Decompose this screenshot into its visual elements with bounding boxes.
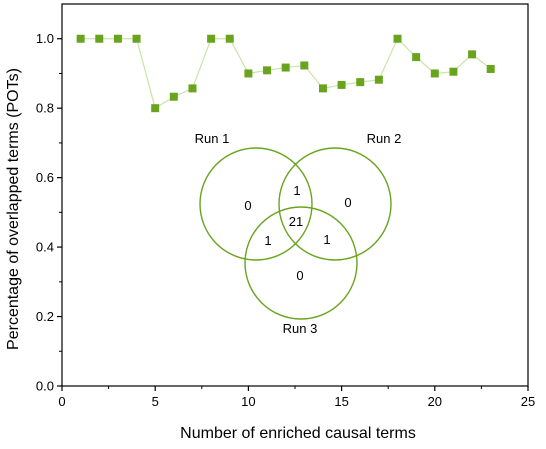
venn-circle-run-2 [278,147,392,261]
y-tick-label: 1.0 [36,31,54,46]
y-tick-label: 0.2 [36,309,54,324]
data-point [412,53,421,62]
y-tick-label: 0.8 [36,101,54,116]
data-point [76,34,85,43]
data-point [318,84,327,93]
axes-layer: 0 5 10 15 20 250.00.20.40.60.81.0 [36,3,535,409]
venn-label-run-3: Run 3 [283,321,318,336]
data-point [151,104,160,113]
data-point [393,34,402,43]
data-point [263,66,272,75]
data-point [132,34,141,43]
y-axis-label: Percentage of overlapped terms (POTs) [5,68,22,350]
data-point [486,64,495,73]
x-tick-label: 20 [428,394,442,409]
x-tick-label: 25 [521,394,535,409]
data-point [207,34,216,43]
venn-diagram: Run 1 Run 2 Run 3 0 0 0 1 1 1 21 [195,131,402,336]
data-point [449,67,458,76]
venn-label-run-1: Run 1 [195,131,230,146]
venn-region-run-2-run-3: 1 [323,232,330,247]
venn-region-all-three: 21 [289,214,303,229]
y-tick-label: 0.4 [36,240,54,255]
data-point [188,84,197,93]
x-tick-label: 15 [334,394,348,409]
data-point [430,69,439,78]
data-point [281,63,290,72]
series-line [80,37,492,110]
venn-region-run-3-only: 0 [296,268,303,283]
x-axis-label: Number of enriched causal terms [180,425,416,442]
data-point [374,75,383,84]
data-point [225,34,234,43]
x-tick-label: 10 [241,394,255,409]
data-point [169,92,178,101]
x-tick-label: 0 [58,394,65,409]
data-point [244,69,253,78]
venn-circle-run-1 [199,147,313,261]
y-tick-label: 0.6 [36,170,54,185]
venn-region-run-1-only: 0 [244,198,251,213]
data-point [337,80,346,89]
venn-label-run-2: Run 2 [367,131,402,146]
venn-circle-run-3 [244,206,358,320]
data-point [468,50,477,59]
data-layer [76,34,495,113]
data-point [356,78,365,87]
venn-region-run-1-run-2: 1 [293,183,300,198]
venn-region-run-1-run-3: 1 [264,233,271,248]
y-tick-label: 0.0 [36,379,54,394]
venn-region-run-2-only: 0 [344,195,351,210]
data-point [95,34,104,43]
data-point [300,61,309,70]
x-tick-label: 5 [152,394,159,409]
data-point [113,34,122,43]
